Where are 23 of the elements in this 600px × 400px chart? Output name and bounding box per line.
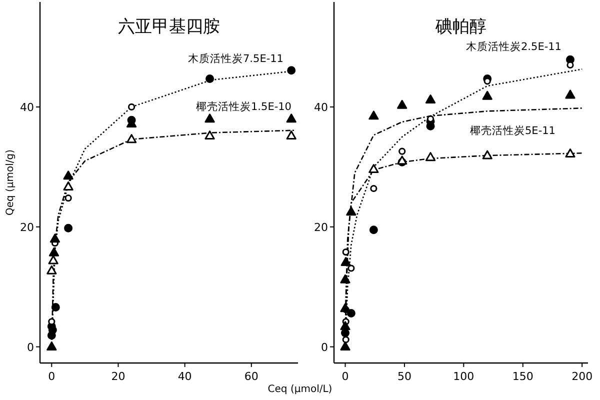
annotation: 椰壳活性炭5E-11	[470, 124, 556, 137]
x-tick-label: 40	[178, 370, 192, 383]
y-tick-label: 0	[321, 340, 328, 354]
x-tick-label: 20	[111, 370, 126, 383]
annotation: 木质活性炭7.5E-11	[188, 52, 284, 65]
y-tick-label: 20	[314, 220, 328, 234]
y-tick-label: 0	[27, 340, 34, 354]
x-tick-label: 150	[512, 370, 534, 383]
annotation: 木质活性炭2.5E-11	[466, 40, 562, 53]
x-tick-label: 100	[453, 370, 474, 383]
x-tick-label: 60	[244, 370, 258, 383]
x-tick-label: 50	[397, 370, 412, 383]
text: 碘帕醇	[434, 17, 486, 37]
text: 六亚甲基四胺	[118, 17, 220, 37]
x-tick-label: 0	[342, 370, 349, 383]
x-tick-label: 200	[572, 370, 593, 383]
y-tick-label: 40	[20, 100, 34, 114]
y-tick-label: 40	[314, 100, 328, 114]
annotation: 椰壳活性炭1.5E-10	[196, 100, 292, 113]
y-tick-label: 20	[20, 220, 34, 234]
y-axis-title: Qeq (µmol/g)	[5, 149, 16, 216]
x-tick-label: 0	[48, 370, 56, 383]
x-axis-title: Ceq (µmol/L)	[268, 384, 332, 395]
